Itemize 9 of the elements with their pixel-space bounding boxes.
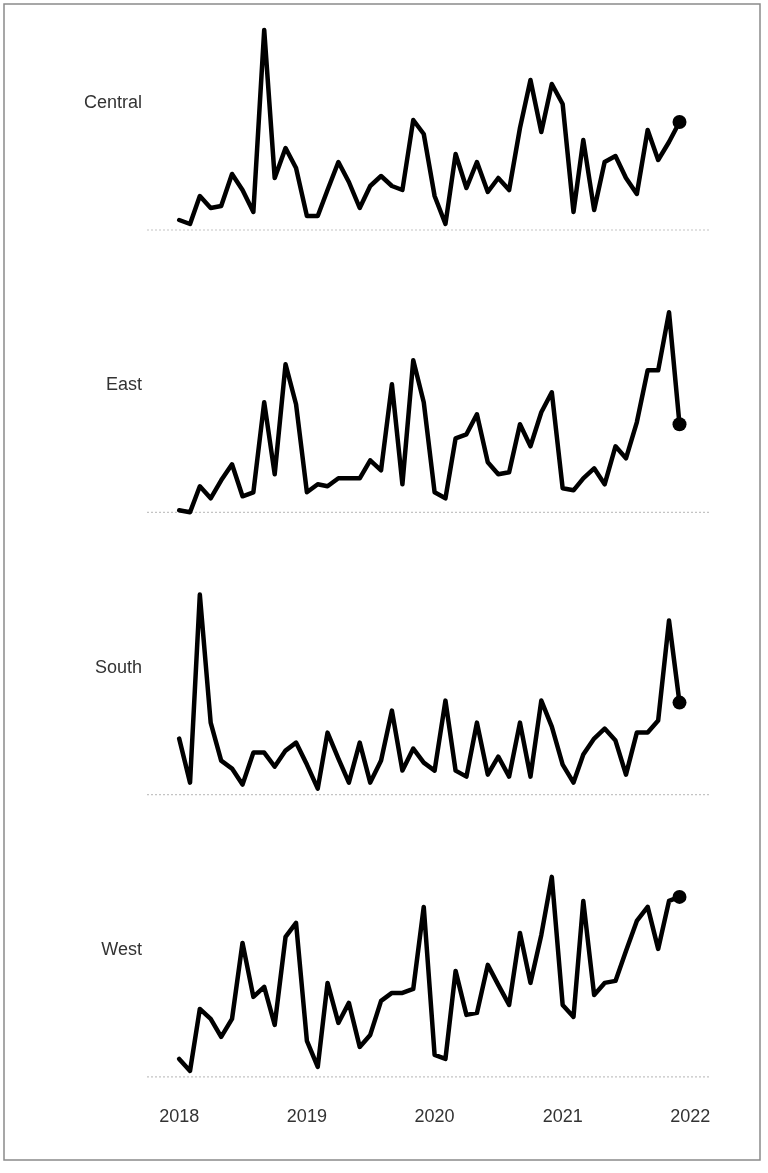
- x-tick-label: 2020: [414, 1105, 455, 1126]
- text: East: [105, 374, 142, 395]
- x-tick-label: 2019: [286, 1105, 327, 1126]
- x-tick-label: 2022: [670, 1105, 711, 1126]
- text: West: [101, 938, 142, 959]
- x-tick-label: 2021: [542, 1105, 583, 1126]
- text: Central: [83, 92, 142, 112]
- text: South: [94, 656, 142, 677]
- x-tick-label: 2018: [159, 1105, 200, 1126]
